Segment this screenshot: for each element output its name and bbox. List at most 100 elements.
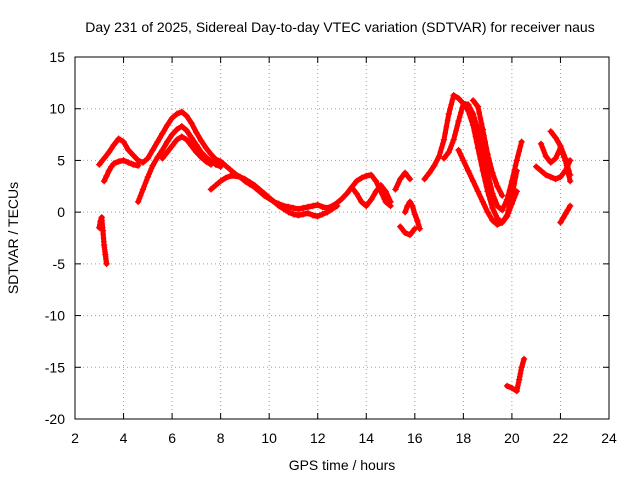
data-point bbox=[506, 187, 513, 194]
data-point bbox=[540, 147, 547, 153]
data-point bbox=[435, 153, 443, 160]
data-point bbox=[439, 141, 446, 147]
data-point bbox=[182, 112, 189, 118]
data-point bbox=[473, 122, 480, 129]
data-point bbox=[503, 196, 511, 203]
data-point bbox=[490, 173, 497, 180]
data-point bbox=[537, 140, 545, 148]
data-point bbox=[520, 355, 528, 363]
data-point bbox=[459, 155, 465, 161]
x-tick-label: 10 bbox=[261, 430, 277, 446]
series-track-9 bbox=[397, 223, 419, 239]
series-track-18 bbox=[557, 202, 574, 226]
data-point bbox=[437, 149, 444, 155]
data-point bbox=[481, 132, 487, 139]
data-point bbox=[444, 117, 451, 124]
series-track-10 bbox=[401, 198, 423, 232]
y-axis-label: SDTVAR / TECUs bbox=[5, 182, 21, 294]
data-point bbox=[492, 210, 498, 216]
x-tick-label: 2 bbox=[71, 430, 79, 446]
y-tick-label: 5 bbox=[57, 152, 65, 168]
data-point bbox=[449, 97, 456, 103]
data-point bbox=[515, 376, 523, 383]
data-point bbox=[466, 170, 473, 177]
data-point bbox=[459, 105, 465, 111]
data-point bbox=[452, 132, 458, 138]
series-track-13 bbox=[455, 146, 520, 228]
data-point bbox=[448, 143, 455, 149]
data-point bbox=[445, 110, 452, 118]
data-point bbox=[469, 175, 475, 182]
data-point bbox=[515, 152, 521, 159]
data-point bbox=[562, 155, 569, 162]
data-point bbox=[492, 196, 498, 203]
data-point bbox=[462, 162, 469, 169]
data-point bbox=[477, 193, 484, 200]
series-track-17 bbox=[547, 128, 574, 179]
data-point bbox=[479, 126, 486, 133]
data-point bbox=[458, 152, 464, 159]
data-point bbox=[566, 202, 574, 210]
data-point bbox=[488, 201, 495, 207]
data-point bbox=[492, 176, 498, 183]
data-point bbox=[476, 131, 482, 138]
data-point bbox=[445, 148, 452, 156]
data-point bbox=[119, 138, 126, 144]
data-point bbox=[207, 161, 215, 168]
data-point bbox=[563, 159, 570, 166]
data-point bbox=[483, 164, 490, 170]
data-point bbox=[493, 180, 499, 186]
data-point bbox=[487, 196, 493, 203]
data-point bbox=[561, 152, 567, 159]
data-point bbox=[206, 160, 213, 167]
data-point bbox=[416, 225, 423, 232]
data-point bbox=[507, 204, 514, 210]
data-point bbox=[440, 136, 448, 143]
data-point bbox=[558, 146, 565, 152]
data-point bbox=[557, 142, 564, 150]
data-point bbox=[511, 167, 518, 174]
data-point bbox=[447, 106, 453, 113]
data-point bbox=[518, 138, 525, 146]
data-point bbox=[564, 163, 571, 170]
data-point bbox=[566, 167, 572, 174]
data-point bbox=[386, 196, 393, 203]
series-track-6 bbox=[207, 172, 341, 220]
data-point bbox=[566, 204, 573, 210]
data-point bbox=[448, 101, 455, 108]
data-point bbox=[384, 191, 390, 197]
x-tick-label: 22 bbox=[553, 430, 569, 446]
data-point bbox=[443, 124, 450, 130]
data-point bbox=[333, 202, 341, 210]
data-point bbox=[501, 202, 508, 208]
data-point bbox=[551, 156, 558, 163]
data-point bbox=[471, 180, 478, 187]
data-point bbox=[453, 127, 459, 134]
data-point bbox=[393, 184, 400, 190]
data-point bbox=[464, 165, 470, 171]
data-point bbox=[555, 150, 561, 156]
data-point bbox=[541, 150, 548, 156]
data-point bbox=[515, 379, 522, 386]
data-point bbox=[483, 206, 490, 213]
data-point bbox=[493, 200, 499, 206]
data-point bbox=[481, 201, 487, 208]
data-point bbox=[456, 113, 463, 120]
data-point bbox=[381, 196, 388, 203]
data-point bbox=[379, 191, 385, 197]
data-point bbox=[517, 370, 524, 377]
x-tick-label: 4 bbox=[120, 430, 128, 446]
data-point bbox=[490, 193, 497, 200]
data-point bbox=[474, 103, 482, 110]
data-point bbox=[148, 165, 155, 172]
data-point bbox=[455, 117, 462, 125]
data-point bbox=[517, 143, 524, 150]
data-point bbox=[472, 118, 479, 125]
series-track-3 bbox=[159, 133, 215, 168]
data-point bbox=[489, 190, 496, 197]
x-tick-label: 6 bbox=[168, 430, 176, 446]
y-axis-ticks: 15 10 5 0 -5 -10 -15 -20 bbox=[45, 49, 609, 427]
data-point bbox=[147, 168, 154, 175]
series-track-19 bbox=[503, 355, 528, 395]
